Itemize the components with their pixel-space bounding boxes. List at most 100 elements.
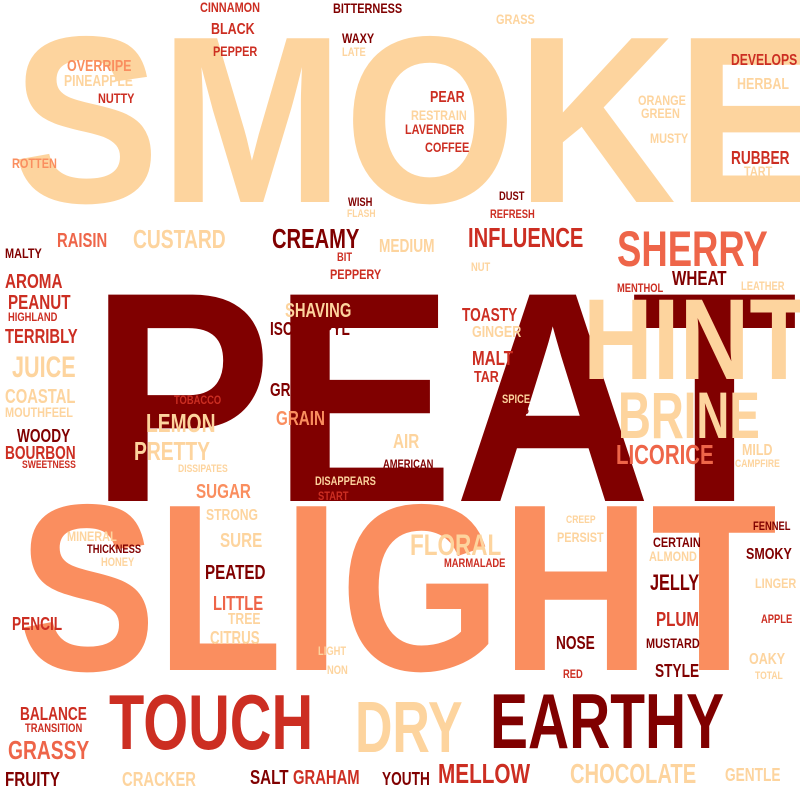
word-wisp: WISP [505, 406, 529, 420]
word-bitterness: BITTERNESS [333, 0, 403, 16]
word-dissipates: DISSIPATES [178, 463, 228, 475]
word-custard: CUSTARD [133, 224, 226, 254]
word-style: STYLE [655, 661, 700, 681]
word-grassy: GRASSY [8, 735, 90, 765]
word-certain: CERTAIN [653, 534, 701, 550]
word-transition: TRANSITION [25, 721, 83, 735]
word-mild: MILD [742, 442, 773, 459]
word-aroma: AROMA [5, 271, 63, 293]
word-strong: STRONG [206, 507, 259, 524]
word-orange: ORANGE [638, 92, 686, 108]
word-highland: HIGHLAND [8, 310, 58, 324]
word-non: NON [327, 663, 348, 677]
word-persist: PERSIST [557, 529, 604, 545]
word-plum: PLUM [656, 609, 700, 631]
word-green: GREEN [641, 105, 680, 121]
word-smoke: SMOKE [12, 0, 800, 253]
word-citrus: CITRUS [210, 628, 260, 648]
word-wheat: WHEAT [672, 268, 727, 290]
word-thickness: THICKNESS [87, 542, 142, 556]
word-creamy: CREAMY [272, 223, 360, 254]
word-mustard: MUSTARD [646, 635, 700, 651]
word-jelly: JELLY [650, 570, 700, 595]
word-little: LITTLE [213, 593, 264, 615]
word-herbal: HERBAL [737, 76, 790, 93]
word-marmalade: MARMALADE [444, 556, 506, 570]
word-restrain: RESTRAIN [411, 107, 467, 123]
word-rubber: RUBBER [731, 148, 790, 168]
word-dry: DRY [355, 688, 463, 768]
word-refresh: REFRESH [490, 207, 535, 221]
word-late: LATE [342, 45, 366, 59]
word-waxy: WAXY [342, 30, 375, 46]
word-air: AIR [393, 431, 420, 453]
word-tar: TAR [474, 369, 499, 386]
word-cinnamon: CINNAMON [200, 0, 261, 15]
word-pretty: PRETTY [134, 436, 210, 466]
word-total: TOTAL [755, 670, 783, 682]
word-chocolate: CHOCOLATE [570, 758, 697, 789]
word-flash: FLASH [347, 208, 376, 220]
word-sugar: SUGAR [196, 481, 251, 503]
word-touch: TOUCH [109, 678, 314, 766]
word-overripe: OVERRIPE [67, 58, 132, 75]
word-campfire: CAMPFIRE [735, 458, 780, 470]
word-nutty: NUTTY [98, 90, 135, 106]
word-sherry: SHERRY [617, 221, 768, 277]
word-apple: APPLE [761, 612, 793, 626]
word-bit: BIT [337, 250, 353, 264]
word-peated: PEATED [205, 562, 266, 584]
word-juice: JUICE [12, 351, 76, 384]
word-salt: SALT [250, 767, 289, 789]
word-rotten: ROTTEN [12, 155, 57, 171]
word-peppery: PEPPERY [330, 266, 382, 282]
word-earthy: EARTHY [490, 677, 725, 765]
word-malt: MALT [472, 348, 514, 370]
word-pineapple: PINEAPPLE [64, 73, 133, 90]
word-wish: WISH [348, 195, 373, 209]
word-grape: GRAPE [270, 380, 319, 400]
word-gentle: GENTLE [725, 765, 781, 785]
word-fennel: FENNEL [753, 519, 791, 533]
word-mellow: MELLOW [438, 758, 531, 789]
word-slight: SLIGHT [18, 456, 778, 721]
word-grain: GRAIN [276, 408, 325, 430]
word-oaky: OAKY [749, 651, 786, 668]
word-shaving: SHAVING [285, 300, 352, 322]
word-american: AMERICAN [383, 457, 434, 471]
word-ginger: GINGER [472, 324, 522, 341]
word-creep: CREEP [566, 514, 596, 526]
word-black: BLACK [211, 21, 255, 38]
word-lemon: LEMON [146, 408, 216, 438]
word-toasty: TOASTY [462, 305, 518, 325]
word-cracker: CRACKER [122, 769, 196, 791]
word-linger: LINGER [755, 575, 797, 591]
word-dust: DUST [499, 189, 525, 203]
word-coastal: COASTAL [5, 386, 76, 408]
word-mouthfeel: MOUTHFEEL [5, 404, 73, 420]
word-sure: SURE [220, 530, 263, 552]
word-woody: WOODY [17, 426, 71, 446]
word-sweetness: SWEETNESS [22, 459, 76, 471]
word-bourbon: BOURBON [5, 443, 76, 463]
word-almond: ALMOND [649, 548, 697, 564]
word-tree: TREE [228, 611, 261, 628]
word-floral: FLORAL [410, 529, 502, 562]
word-menthol: MENTHOL [617, 281, 664, 295]
word-licorice: LICORICE [616, 439, 714, 470]
word-terribly: TERRIBLY [5, 326, 78, 348]
word-brine: BRINE [618, 378, 760, 452]
word-spice: SPICE [502, 392, 531, 406]
word-musty: MUSTY [650, 130, 689, 146]
word-leather: LEATHER [741, 279, 785, 293]
word-develops: DEVELOPS [731, 52, 798, 69]
word-coffee: COFFEE [425, 139, 470, 155]
word-grass: GRASS [496, 11, 535, 27]
word-mineral: MINERAL [67, 528, 117, 544]
word-fruity: FRUITY [5, 769, 60, 791]
word-disappears: DISAPPEARS [315, 474, 376, 488]
word-peanut: PEANUT [8, 292, 71, 314]
word-graham: GRAHAM [293, 767, 360, 789]
word-pepper: PEPPER [213, 43, 258, 59]
